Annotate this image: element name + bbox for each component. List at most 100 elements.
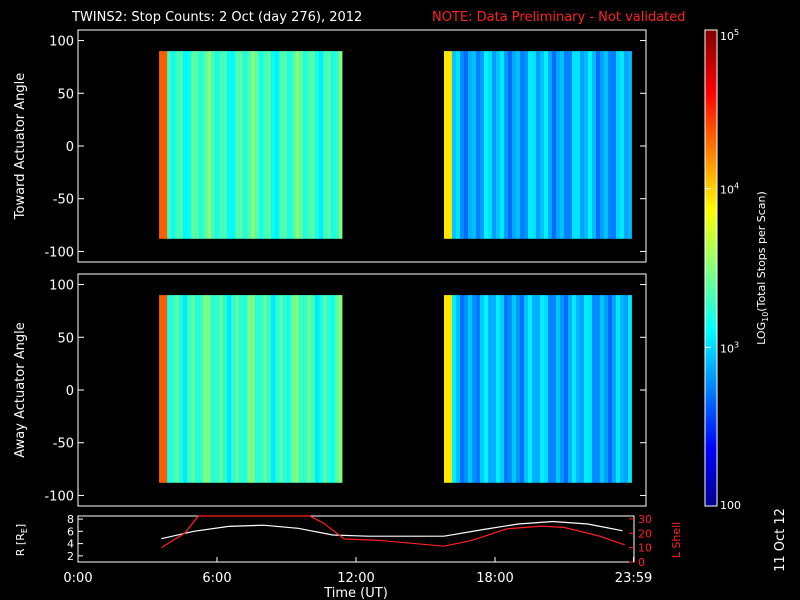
- heatmap-cell: [307, 51, 312, 239]
- heatmap-cell: [239, 295, 244, 483]
- heatmap-cell: [596, 51, 601, 239]
- heatmap-cell: [307, 295, 312, 483]
- ytick-label: 50: [57, 87, 74, 102]
- heatmap-cell: [275, 295, 280, 483]
- orbit-ylabel-right: L Shell: [670, 522, 683, 558]
- heatmap-cell: [227, 295, 232, 483]
- chart-note: NOTE: Data Preliminary - Not validated: [432, 10, 686, 25]
- heatmap-cell: [576, 51, 581, 239]
- heatmap-cell: [255, 51, 260, 239]
- ytick-label: 6: [67, 525, 74, 538]
- ytick-label-right: 30: [638, 513, 652, 526]
- heatmap-cell: [219, 295, 224, 483]
- chart-title: TWINS2: Stop Counts: 2 Oct (day 276), 20…: [71, 10, 362, 25]
- heatmap-cell: [476, 295, 481, 483]
- heatmap-cell: [339, 51, 343, 239]
- heatmap-cell: [460, 295, 465, 483]
- heatmap-cell: [512, 295, 517, 483]
- heatmap-cell: [283, 295, 288, 483]
- heatmap-cell: [303, 295, 308, 483]
- heatmap-cell: [235, 51, 240, 239]
- heatmap-cell: [592, 295, 597, 483]
- heatmap-cell: [528, 51, 533, 239]
- heatmap-cell: [271, 295, 276, 483]
- heatmap-cell: [287, 51, 292, 239]
- heatmap-cell: [616, 51, 621, 239]
- ytick-label: -100: [44, 489, 74, 504]
- panel-toward: 100 50 0 -50 -100 Toward Actuator Angle: [13, 29, 647, 263]
- heatmap-cell: [239, 51, 244, 239]
- heatmap-cell: [608, 51, 613, 239]
- heatmap-cell: [295, 51, 300, 239]
- heatmap-cell: [492, 51, 497, 239]
- xtick-label: 6:00: [202, 571, 231, 586]
- heatmap-cell: [492, 295, 497, 483]
- heatmap-cell: [552, 51, 557, 239]
- heatmap-cell: [335, 295, 340, 483]
- heatmap-cell: [175, 51, 180, 239]
- heatmap-cell: [299, 295, 304, 483]
- heatmap-cell: [500, 51, 505, 239]
- side-date: 11 Oct 12: [773, 508, 788, 572]
- heatmap-cell: [335, 51, 340, 239]
- ytick-label-right: 10: [638, 542, 652, 555]
- heatmap-cell: [231, 295, 236, 483]
- heatmap-cell: [263, 51, 268, 239]
- heatmap-cell: [295, 295, 300, 483]
- heatmap-cell: [588, 51, 593, 239]
- heatmap-cell: [552, 295, 557, 483]
- heatmap-cell: [516, 51, 521, 239]
- panel-orbit-lines: [161, 515, 625, 549]
- heatmap-cell: [496, 51, 501, 239]
- heatmap-cell: [548, 51, 553, 239]
- ytick-label: 8: [67, 513, 74, 526]
- heatmap-cell: [215, 295, 220, 483]
- panel-toward-ylabel: Toward Actuator Angle: [13, 73, 28, 220]
- heatmap-cell: [616, 295, 621, 483]
- heatmap-cell: [628, 295, 632, 483]
- panel-away-ylabel: Away Actuator Angle: [13, 322, 28, 457]
- heatmap-cell: [247, 295, 252, 483]
- heatmap-cell: [564, 51, 569, 239]
- heatmap-cell: [251, 295, 256, 483]
- heatmap-cell: [227, 51, 232, 239]
- heatmap-cell: [548, 295, 553, 483]
- heatmap-cell: [588, 295, 593, 483]
- heatmap-cell: [484, 51, 489, 239]
- heatmap-cell: [600, 51, 605, 239]
- heatmap-cell: [315, 51, 320, 239]
- panel-away-yticks: 100 50 0 -50 -100: [44, 279, 646, 504]
- heatmap-cell: [255, 295, 260, 483]
- ytick-label: 0: [66, 384, 74, 399]
- heatmap-cell: [560, 295, 565, 483]
- heatmap-cell: [480, 295, 485, 483]
- ytick-label: -50: [53, 193, 74, 208]
- heatmap-cell: [275, 51, 280, 239]
- heatmap-cell: [207, 51, 212, 239]
- ytick-label: 50: [57, 331, 74, 346]
- heatmap-cell: [235, 295, 240, 483]
- heatmap-cell: [223, 51, 228, 239]
- heatmap-cell: [243, 51, 248, 239]
- heatmap-cell: [564, 295, 569, 483]
- heatmap-cell: [263, 295, 268, 483]
- heatmap-cell: [488, 51, 493, 239]
- heatmap-cell: [560, 51, 565, 239]
- heatmap-cell: [456, 51, 461, 239]
- panel-toward-yticks: 100 50 0 -50 -100: [44, 35, 646, 260]
- heatmap-cell: [504, 51, 509, 239]
- heatmap-cell: [596, 295, 601, 483]
- heatmap-cell: [247, 51, 252, 239]
- heatmap-cell: [191, 295, 196, 483]
- heatmap-cell: [219, 51, 224, 239]
- heatmap-cell: [167, 295, 172, 483]
- heatmap-cell: [444, 51, 449, 239]
- heatmap-cell: [283, 51, 288, 239]
- heatmap-cell: [536, 51, 541, 239]
- heatmap-cell: [472, 51, 477, 239]
- heatmap-cell: [191, 51, 196, 239]
- heatmap-cell: [488, 295, 493, 483]
